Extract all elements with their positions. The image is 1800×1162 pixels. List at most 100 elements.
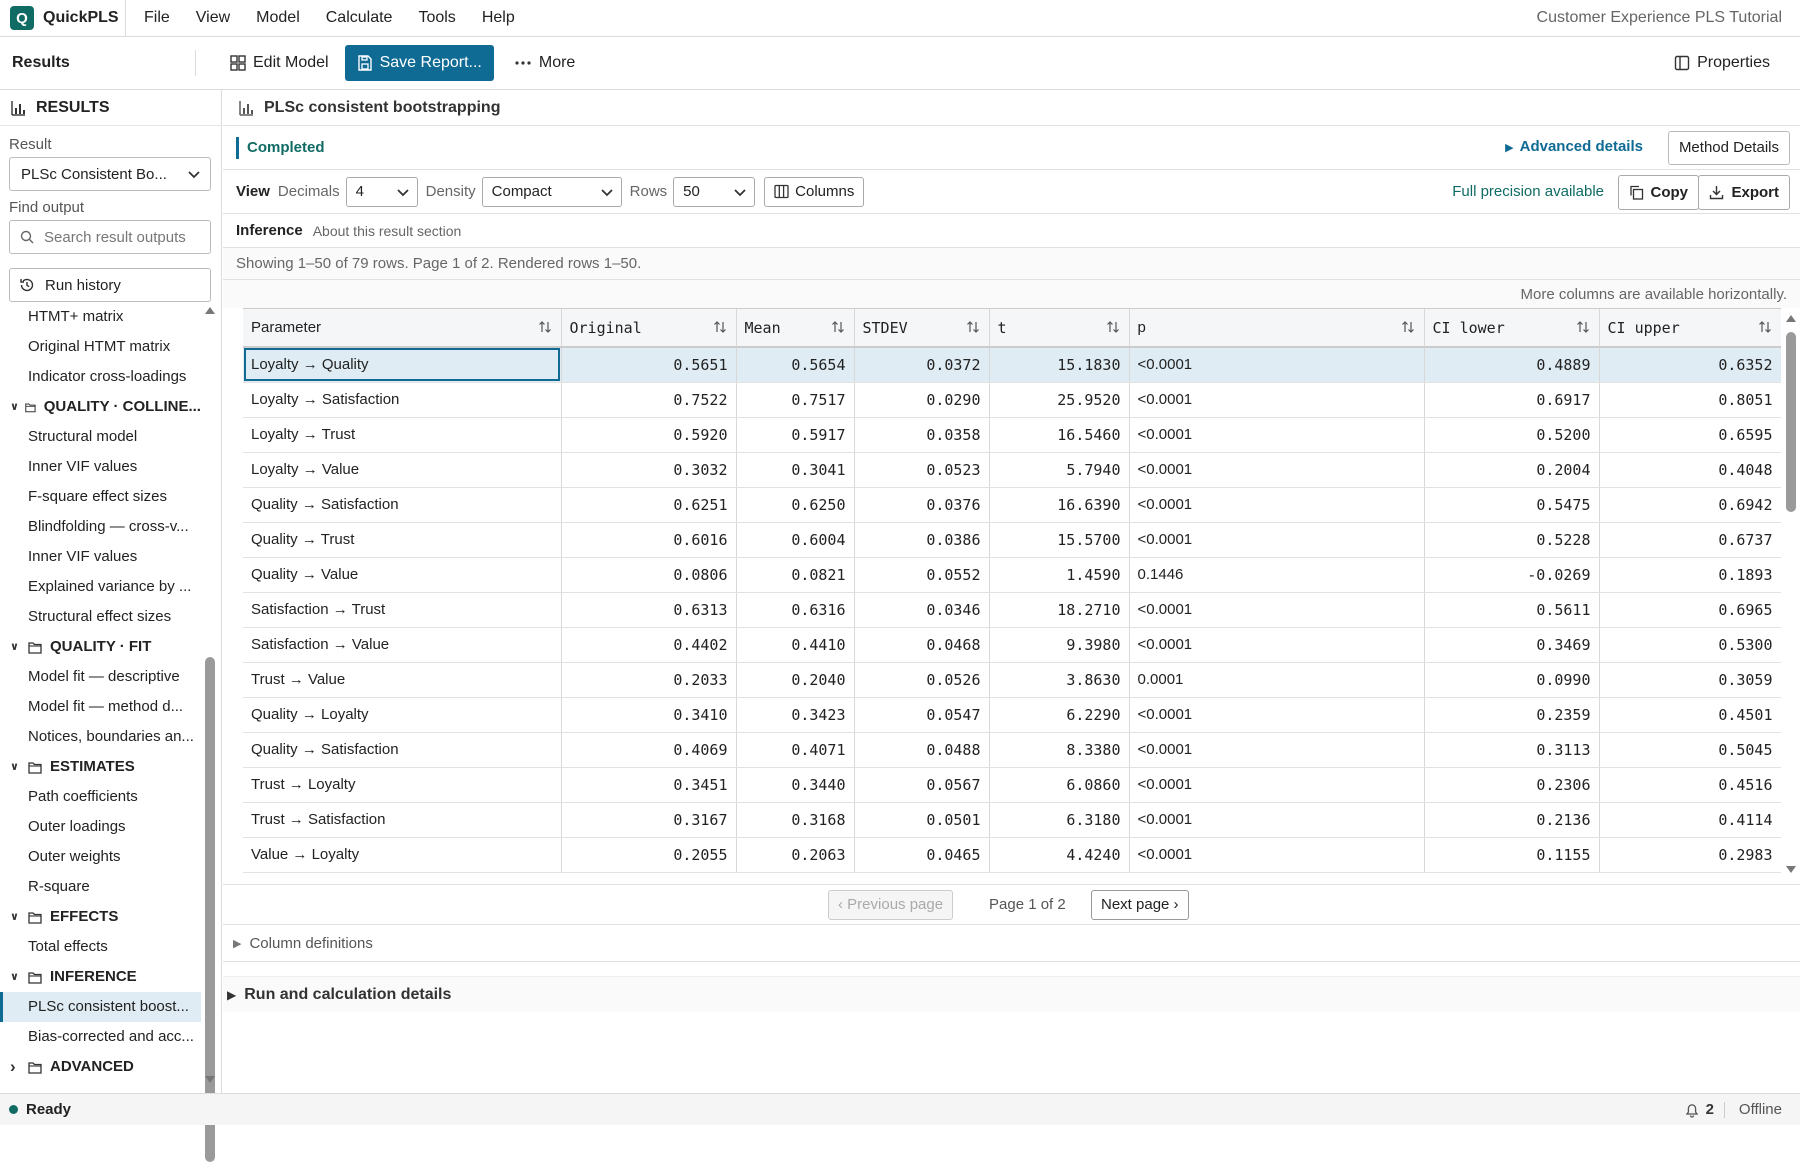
column-header-original[interactable]: Original — [561, 309, 737, 348]
table-cell[interactable]: <0.0001 — [1129, 697, 1425, 733]
table-cell[interactable]: Quality → Satisfaction — [243, 487, 562, 523]
next-page-button[interactable]: Next page › — [1091, 890, 1189, 920]
table-cell[interactable]: 0.2136 — [1424, 802, 1600, 838]
table-cell[interactable]: 0.0523 — [854, 452, 990, 488]
table-cell[interactable]: 18.2710 — [989, 592, 1130, 628]
table-cell[interactable]: 0.3041 — [736, 452, 855, 488]
save-report-button[interactable]: Save Report... — [344, 45, 494, 81]
table-scrollbar[interactable] — [1784, 310, 1798, 880]
table-cell[interactable]: 0.8051 — [1599, 382, 1781, 418]
table-row[interactable]: Value → Loyalty 0.2055 0.2063 0.0465 4.4240 <… — [243, 837, 1781, 873]
table-cell[interactable]: 0.4410 — [736, 627, 855, 663]
properties-button[interactable]: Properties — [1662, 45, 1782, 81]
table-cell[interactable]: 0.0990 — [1424, 662, 1600, 698]
table-row[interactable]: Loyalty → Value 0.3032 0.3041 0.0523 5.7940 <… — [243, 452, 1781, 488]
column-header-ci-lower[interactable]: CI lower — [1424, 309, 1600, 348]
copy-button[interactable]: Copy — [1617, 175, 1699, 210]
table-cell[interactable]: 0.6316 — [736, 592, 855, 628]
table-cell[interactable]: 0.4402 — [561, 627, 737, 663]
table-cell[interactable]: 0.7517 — [736, 382, 855, 418]
more-button[interactable]: More — [502, 45, 587, 81]
sort-icon[interactable] — [1401, 320, 1415, 334]
table-cell[interactable]: 0.3168 — [736, 802, 855, 838]
table-cell[interactable]: Value → Loyalty — [243, 837, 562, 873]
table-cell[interactable]: Loyalty → Satisfaction — [243, 382, 562, 418]
table-cell[interactable]: 0.0567 — [854, 767, 990, 803]
tree-section-effects[interactable]: ∨ EFFECTS — [0, 902, 201, 932]
menu-help[interactable]: Help — [481, 9, 515, 26]
table-row[interactable]: Quality → Satisfaction 0.6251 0.6250 0.0376… — [243, 487, 1781, 523]
tree-item[interactable]: Model fit — method d... — [28, 698, 184, 715]
edit-model-button[interactable]: Edit Model — [218, 45, 341, 81]
about-section-link[interactable]: About this result section — [312, 222, 462, 239]
tree-item[interactable]: Structural model — [28, 428, 138, 445]
table-row[interactable]: Quality → Satisfaction 0.4069 0.4071 0.0488… — [243, 732, 1781, 768]
table-cell[interactable]: 0.0290 — [854, 382, 990, 418]
table-cell[interactable]: <0.0001 — [1129, 592, 1425, 628]
sort-icon[interactable] — [1576, 320, 1590, 334]
table-cell[interactable]: 0.6251 — [561, 487, 737, 523]
table-cell[interactable]: <0.0001 — [1129, 522, 1425, 558]
table-cell[interactable]: <0.0001 — [1129, 487, 1425, 523]
table-cell[interactable]: 5.7940 — [989, 452, 1130, 488]
menu-view[interactable]: View — [195, 9, 231, 26]
tree-item[interactable]: Structural effect sizes — [28, 608, 172, 625]
menu-file[interactable]: File — [144, 9, 170, 26]
tree-section-quality-fit[interactable]: ∨ QUALITY · FIT — [0, 632, 201, 662]
table-cell[interactable]: 0.6737 — [1599, 522, 1781, 558]
table-cell[interactable]: 0.6965 — [1599, 592, 1781, 628]
run-details-toggle[interactable]: ▶ Run and calculation details — [223, 976, 1800, 1012]
column-header-p[interactable]: p — [1129, 309, 1425, 348]
table-cell[interactable]: 0.6313 — [561, 592, 737, 628]
table-cell[interactable]: 0.4069 — [561, 732, 737, 768]
scroll-down-icon[interactable] — [1784, 864, 1798, 876]
table-cell[interactable]: 0.3410 — [561, 697, 737, 733]
table-cell[interactable]: 0.2306 — [1424, 767, 1600, 803]
table-cell[interactable]: 0.3451 — [561, 767, 737, 803]
search-outputs-input[interactable]: Search result outputs — [9, 220, 211, 254]
scroll-down-icon[interactable] — [203, 1074, 217, 1086]
table-cell[interactable]: <0.0001 — [1129, 347, 1425, 383]
table-cell[interactable]: 0.3440 — [736, 767, 855, 803]
table-cell[interactable]: 0.6016 — [561, 522, 737, 558]
table-cell[interactable]: 3.8630 — [989, 662, 1130, 698]
table-cell[interactable]: 0.6004 — [736, 522, 855, 558]
table-cell[interactable]: 0.6917 — [1424, 382, 1600, 418]
table-cell[interactable]: 0.1446 — [1129, 557, 1425, 593]
table-cell[interactable]: 0.5200 — [1424, 417, 1600, 453]
table-cell[interactable]: 0.5651 — [561, 347, 737, 383]
tree-item[interactable]: Explained variance by ... — [28, 578, 192, 595]
table-cell[interactable]: 0.4889 — [1424, 347, 1600, 383]
table-row[interactable]: Satisfaction → Value 0.4402 0.4410 0.0468 9.… — [243, 627, 1781, 663]
table-cell[interactable]: 0.0001 — [1129, 662, 1425, 698]
table-cell[interactable]: 0.3032 — [561, 452, 737, 488]
table-cell[interactable]: 0.3469 — [1424, 627, 1600, 663]
table-cell[interactable]: <0.0001 — [1129, 837, 1425, 873]
table-cell[interactable]: 0.4501 — [1599, 697, 1781, 733]
tree-item[interactable]: F-square effect sizes — [28, 488, 167, 505]
table-cell[interactable]: 0.5300 — [1599, 627, 1781, 663]
scroll-up-icon[interactable] — [1784, 312, 1798, 324]
table-cell[interactable]: 6.3180 — [989, 802, 1130, 838]
table-cell[interactable]: 0.0806 — [561, 557, 737, 593]
tree-section-inference[interactable]: ∨ INFERENCE — [0, 962, 201, 992]
tree-section-quality-colline[interactable]: ∨ QUALITY · COLLINE... — [0, 392, 201, 422]
menu-calculate[interactable]: Calculate — [325, 9, 393, 26]
advanced-details-toggle[interactable]: ▶ Advanced details — [1505, 138, 1643, 155]
tree-item[interactable]: Blindfolding — cross-v... — [28, 518, 189, 535]
sidebar-scroll-thumb[interactable] — [205, 657, 215, 1162]
sort-icon[interactable] — [1106, 320, 1120, 334]
table-cell[interactable]: 0.5045 — [1599, 732, 1781, 768]
table-cell[interactable]: 16.6390 — [989, 487, 1130, 523]
table-cell[interactable]: 0.0526 — [854, 662, 990, 698]
table-cell[interactable]: 0.0372 — [854, 347, 990, 383]
table-cell[interactable]: 0.6352 — [1599, 347, 1781, 383]
column-header-t[interactable]: t — [989, 309, 1130, 348]
column-header-parameter[interactable]: Parameter — [243, 309, 562, 348]
tree-item[interactable]: Total effects — [28, 938, 108, 955]
table-cell[interactable]: 0.5917 — [736, 417, 855, 453]
table-row[interactable]: Trust → Loyalty 0.3451 0.3440 0.0567 6.0860 <… — [243, 767, 1781, 803]
table-cell[interactable]: 0.4048 — [1599, 452, 1781, 488]
run-history-button[interactable]: Run history — [9, 268, 211, 302]
sidebar-scrollbar[interactable] — [202, 302, 218, 1162]
